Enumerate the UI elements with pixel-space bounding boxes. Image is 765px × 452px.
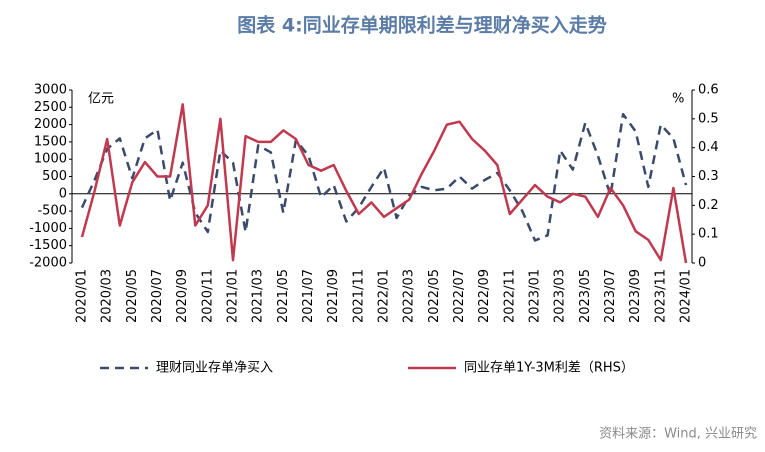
x-tick-label: 2021/11 — [351, 269, 366, 323]
x-tick-label: 2021/01 — [226, 269, 241, 323]
x-tick-label: 2022/05 — [427, 269, 442, 323]
x-tick-label: 2020/09 — [175, 269, 190, 323]
y-tick-label: 2500 — [34, 100, 67, 115]
x-tick-label: 2023/07 — [603, 269, 618, 323]
y-tick-label: -2000 — [29, 256, 67, 271]
y-tick-label: 500 — [42, 169, 67, 184]
legend-label: 同业存单1Y-3M利差（RHS） — [464, 361, 634, 376]
x-tick-label: 2022/09 — [477, 269, 492, 323]
source: 资料来源：Wind, 兴业研究 — [599, 427, 757, 442]
x-tick-label: 2020/05 — [125, 269, 140, 323]
y2-tick-label: 0.1 — [698, 227, 719, 242]
y2-tick-label: 0.6 — [698, 83, 719, 98]
chart-title: 图表 4:同业存单期限利差与理财净买入走势 — [237, 14, 606, 37]
x-tick-label: 2022/03 — [402, 269, 417, 323]
series-line — [80, 112, 688, 242]
x-tick-label: 2020/11 — [200, 269, 215, 323]
y2-tick-label: 0 — [698, 256, 706, 271]
x-tick-label: 2021/05 — [276, 269, 291, 323]
y-axis-label: 亿元 — [88, 92, 114, 107]
x-tick-label: 2023/11 — [653, 269, 668, 323]
x-tick-label: 2022/11 — [502, 269, 517, 323]
y2-tick-label: 0.5 — [698, 111, 719, 126]
legend-label: 理财同业存单净买入 — [156, 361, 273, 376]
x-tick-label: 2021/03 — [251, 269, 266, 323]
y2-axis-label: % — [672, 92, 684, 107]
y-tick-label: 1500 — [34, 134, 67, 149]
x-tick-label: 2023/09 — [628, 269, 643, 323]
x-tick-label: 2023/05 — [578, 269, 593, 323]
y2-tick-label: 0.3 — [698, 169, 719, 184]
x-tick-label: 2023/01 — [528, 269, 543, 323]
x-tick-label: 2020/07 — [150, 269, 165, 323]
y-tick-label: -1500 — [29, 238, 67, 253]
y-tick-label: 2000 — [34, 117, 67, 132]
x-tick-label: 2023/03 — [553, 269, 568, 323]
y2-tick-label: 0.4 — [698, 140, 719, 155]
series-line — [80, 103, 688, 264]
x-tick-label: 2020/03 — [100, 269, 115, 323]
y-tick-label: 3000 — [34, 83, 67, 98]
y2-tick-label: 0.2 — [698, 198, 719, 213]
x-tick-label: 2021/07 — [301, 269, 316, 323]
x-tick-label: 2021/09 — [326, 269, 341, 323]
x-tick-label: 2020/01 — [75, 269, 90, 323]
x-tick-label: 2022/01 — [377, 269, 392, 323]
y-tick-label: -1000 — [29, 221, 67, 236]
x-tick-label: 2022/07 — [452, 269, 467, 323]
y-tick-label: 0 — [59, 186, 67, 201]
x-tick-label: 2024/01 — [679, 269, 694, 323]
y-tick-label: 1000 — [34, 152, 67, 167]
y-tick-label: -500 — [37, 204, 67, 219]
